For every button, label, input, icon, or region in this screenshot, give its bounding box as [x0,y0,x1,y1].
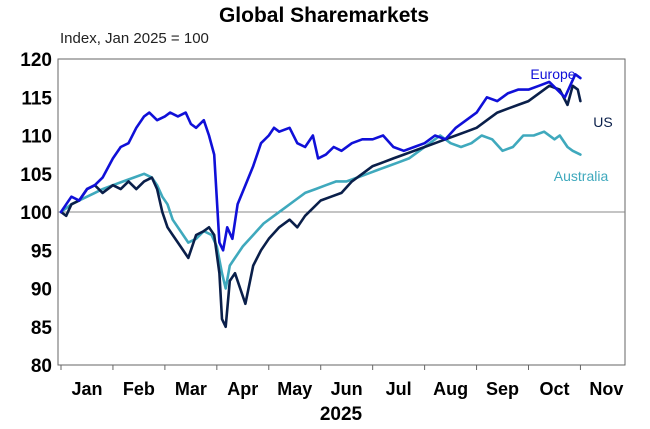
series-label-australia: Australia [554,168,609,184]
x-tick-label: Jan [71,379,102,399]
x-tick-label: Nov [589,379,623,399]
chart-subtitle: Index, Jan 2025 = 100 [60,30,209,47]
x-tick-label: Aug [433,379,468,399]
x-tick-label: May [277,379,312,399]
x-tick-label: Apr [227,379,258,399]
series-line-australia [59,130,582,290]
y-tick-label: 110 [21,127,52,148]
y-tick-label: 95 [31,241,53,262]
y-axis: 80 85 90 95 100 105 110 115 120 [20,50,52,377]
y-tick-label: 90 [31,280,52,301]
series-label-us: US [593,114,612,130]
series-lines [59,73,582,329]
x-tick-label: Jul [386,379,412,399]
series-label-europe: Europe [530,66,575,82]
y-tick-label: 105 [20,165,52,186]
x-tick-label: Sep [486,379,519,399]
x-axis-label: 2025 [320,404,363,425]
y-tick-label: 80 [31,356,52,377]
y-tick-label: 85 [31,318,53,339]
chart-title: Global Sharemarkets [219,4,429,27]
y-tick-label: 100 [20,203,52,224]
x-tick-label: Feb [123,379,155,399]
series-labels: Europe US Australia [530,66,612,184]
series-line-us [59,84,582,329]
series-line-europe [59,73,582,252]
y-tick-label: 115 [21,88,52,109]
x-tick-label: Mar [175,379,207,399]
x-tick-label: Oct [539,379,569,399]
y-tick-label: 120 [20,50,52,71]
x-axis: Jan Feb Mar Apr May Jun Jul Aug Sep Oct Nov [60,365,623,399]
x-tick-label: Jun [331,379,363,399]
